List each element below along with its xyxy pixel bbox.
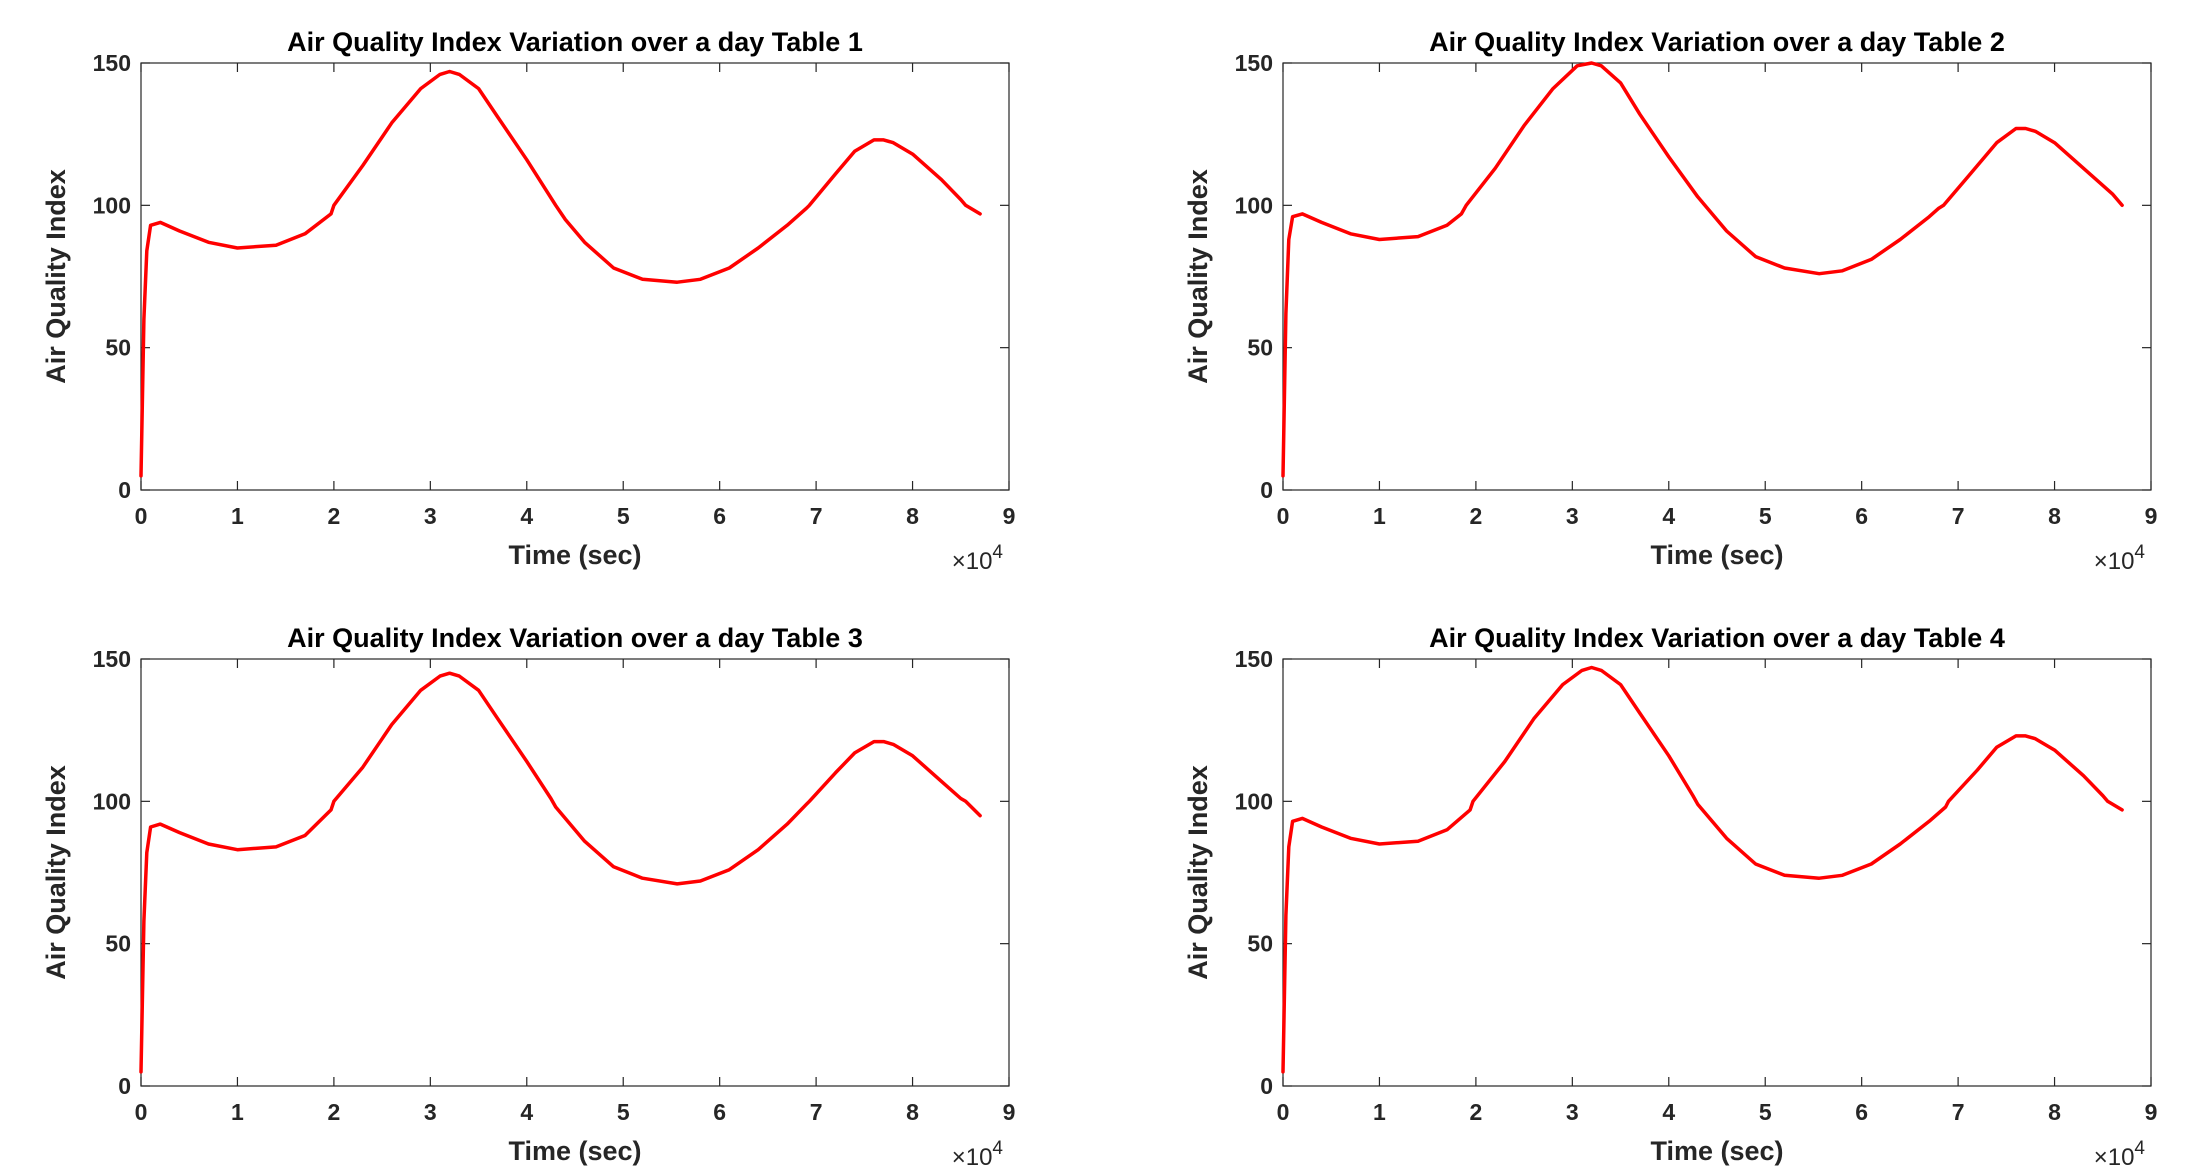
x-tick-label: 8 xyxy=(2048,1099,2061,1125)
subplot-2: 0 1 2 3 4 5 6 7 8 9 0 50 100 150 Air Quality Index Var… xyxy=(1183,27,2157,575)
y-tick-label: 150 xyxy=(93,646,131,672)
x-tick-label: 0 xyxy=(1277,1099,1290,1125)
x-tick-label: 3 xyxy=(1566,1099,1579,1125)
y-axis-label: Air Quality Index xyxy=(1183,765,1213,980)
chart-title: Air Quality Index Variation over a day T… xyxy=(1429,623,2005,653)
y-tick-label: 150 xyxy=(93,50,131,76)
y-tick-label: 150 xyxy=(1235,646,1273,672)
x-tick-label: 1 xyxy=(1373,503,1386,529)
x-tick-label: 2 xyxy=(327,1099,340,1125)
series-line xyxy=(1281,61,2124,478)
x-tick-label: 5 xyxy=(617,1099,630,1125)
x-tick-label: 3 xyxy=(1566,503,1579,529)
x-tick-label: 0 xyxy=(1277,503,1290,529)
x-tick-label: 2 xyxy=(1469,503,1482,529)
x-tick-label: 0 xyxy=(135,503,148,529)
chart-title: Air Quality Index Variation over a day T… xyxy=(287,27,863,57)
x-tick-label: 4 xyxy=(1662,1099,1675,1125)
y-tick-label: 50 xyxy=(105,931,131,957)
y-tick-label: 100 xyxy=(93,788,131,814)
series-line xyxy=(139,69,982,478)
x-tick-label: 1 xyxy=(231,1099,244,1125)
x-tick-label: 7 xyxy=(810,1099,823,1125)
y-tick-label: 0 xyxy=(118,477,131,503)
y-tick-label: 0 xyxy=(1260,477,1273,503)
subplot-4: 0 1 2 3 4 5 6 7 8 9 0 50 100 150 Air Quality Index Var… xyxy=(1183,623,2157,1167)
x-axis-multiplier: ×104 xyxy=(952,1138,1004,1167)
series-line xyxy=(139,671,982,1074)
x-tick-label: 6 xyxy=(1855,503,1868,529)
x-tick-label: 9 xyxy=(2145,503,2158,529)
x-tick-label: 1 xyxy=(1373,1099,1386,1125)
x-axis-multiplier: ×104 xyxy=(952,542,1004,575)
chart-title: Air Quality Index Variation over a day T… xyxy=(1429,27,2005,57)
axes-box xyxy=(140,658,1010,1087)
y-tick-label: 0 xyxy=(1260,1073,1273,1099)
x-tick-label: 9 xyxy=(2145,1099,2158,1125)
x-tick-label: 5 xyxy=(1759,503,1772,529)
x-tick-label: 8 xyxy=(906,1099,919,1125)
x-tick-label: 4 xyxy=(1662,503,1675,529)
y-tick-label: 100 xyxy=(1235,788,1273,814)
x-tick-label: 6 xyxy=(1855,1099,1868,1125)
x-tick-label: 0 xyxy=(135,1099,148,1125)
axes-box xyxy=(140,62,1010,491)
y-tick-label: 50 xyxy=(1247,931,1273,957)
subplot-1: 0 1 2 3 4 5 6 7 8 9 0 50 100 150 Air Quality Index Var… xyxy=(41,27,1015,575)
x-tick-label: 1 xyxy=(231,503,244,529)
y-tick-label: 50 xyxy=(1247,335,1273,361)
y-axis-label: Air Quality Index xyxy=(41,765,71,980)
x-tick-label: 3 xyxy=(424,503,437,529)
x-tick-label: 2 xyxy=(327,503,340,529)
x-axis-label: Time (sec) xyxy=(508,540,641,570)
x-tick-label: 7 xyxy=(810,503,823,529)
y-tick-label: 0 xyxy=(118,1073,131,1099)
x-tick-label: 3 xyxy=(424,1099,437,1125)
y-tick-label: 100 xyxy=(1235,192,1273,218)
x-tick-label: 9 xyxy=(1003,1099,1016,1125)
x-tick-label: 5 xyxy=(1759,1099,1772,1125)
x-axis-multiplier: ×104 xyxy=(2094,542,2146,575)
y-tick-label: 150 xyxy=(1235,50,1273,76)
axes-box xyxy=(1282,658,2152,1087)
x-axis-label: Time (sec) xyxy=(508,1136,641,1166)
subplot-3: 0 1 2 3 4 5 6 7 8 9 0 50 100 150 Air Quality Index Var… xyxy=(41,623,1015,1167)
y-axis-label: Air Quality Index xyxy=(1183,169,1213,384)
x-tick-label: 2 xyxy=(1469,1099,1482,1125)
x-tick-label: 7 xyxy=(1952,1099,1965,1125)
x-tick-label: 8 xyxy=(906,503,919,529)
y-axis-label: Air Quality Index xyxy=(41,169,71,384)
x-tick-label: 9 xyxy=(1003,503,1016,529)
y-tick-label: 100 xyxy=(93,192,131,218)
x-tick-label: 4 xyxy=(520,503,533,529)
y-tick-label: 50 xyxy=(105,335,131,361)
x-axis-label: Time (sec) xyxy=(1650,540,1783,570)
x-axis-label: Time (sec) xyxy=(1650,1136,1783,1166)
x-tick-label: 6 xyxy=(713,503,726,529)
x-tick-label: 7 xyxy=(1952,503,1965,529)
x-axis-multiplier: ×104 xyxy=(2094,1138,2146,1167)
x-tick-label: 8 xyxy=(2048,503,2061,529)
x-tick-label: 5 xyxy=(617,503,630,529)
chart-title: Air Quality Index Variation over a day T… xyxy=(287,623,863,653)
x-tick-label: 4 xyxy=(520,1099,533,1125)
series-line xyxy=(1281,665,2124,1074)
x-tick-label: 6 xyxy=(713,1099,726,1125)
